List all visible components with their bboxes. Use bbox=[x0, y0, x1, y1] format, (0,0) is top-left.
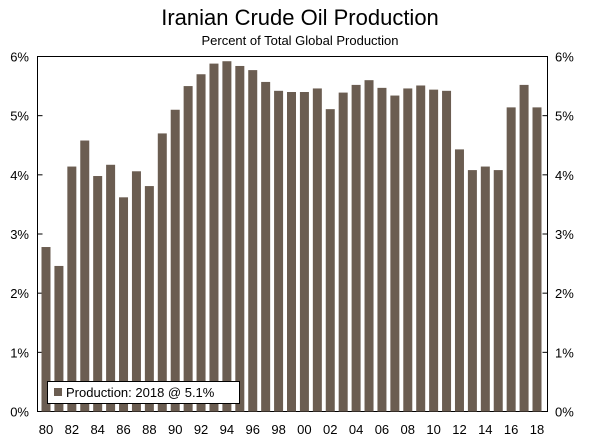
y-tick-label-left: 6% bbox=[10, 50, 29, 65]
x-tick-label: 96 bbox=[246, 422, 260, 437]
legend-label: Production: 2018 @ 5.1% bbox=[66, 385, 215, 400]
bar-00 bbox=[299, 92, 309, 412]
bar-99 bbox=[287, 92, 296, 412]
bar-04 bbox=[351, 84, 361, 412]
bar-15 bbox=[493, 170, 503, 412]
bar-12 bbox=[454, 149, 464, 412]
bar-05 bbox=[364, 80, 374, 412]
y-tick-label-left: 2% bbox=[10, 286, 29, 301]
x-tick-label: 08 bbox=[401, 422, 415, 437]
y-tick-label-left: 1% bbox=[10, 345, 29, 360]
x-tick-label: 98 bbox=[271, 422, 285, 437]
x-tick-label: 84 bbox=[90, 422, 104, 437]
legend-swatch bbox=[54, 388, 62, 396]
x-tick-label: 16 bbox=[504, 422, 518, 437]
chart-title: Iranian Crude Oil Production bbox=[161, 5, 439, 30]
y-tick-label-left: 5% bbox=[10, 109, 29, 124]
x-tick-label: 04 bbox=[349, 422, 363, 437]
bar-80 bbox=[41, 247, 51, 412]
y-tick-label-left: 0% bbox=[10, 405, 29, 420]
x-tick-label: 80 bbox=[39, 422, 53, 437]
x-tick-label: 14 bbox=[478, 422, 492, 437]
bar-03 bbox=[338, 92, 348, 412]
x-tick-label: 00 bbox=[297, 422, 311, 437]
y-axis-left: 0% 1% 2% 3% 4% 5% 6% bbox=[10, 50, 43, 420]
bar-07 bbox=[390, 95, 400, 412]
legend: Production: 2018 @ 5.1% bbox=[47, 381, 240, 404]
bar-81 bbox=[54, 265, 64, 412]
x-tick-label: 82 bbox=[65, 422, 79, 437]
bar-93 bbox=[209, 63, 219, 412]
bar-11 bbox=[442, 90, 452, 412]
bar-06 bbox=[377, 87, 387, 412]
bar-84 bbox=[93, 176, 103, 412]
bar-95 bbox=[235, 65, 245, 412]
x-axis: 80 82 84 86 88 90 92 94 96 98 00 02 04 06 08 10 12 14 16 18 bbox=[39, 422, 544, 437]
bars bbox=[41, 61, 542, 412]
bar-17 bbox=[519, 84, 529, 412]
y-tick-label-left: 3% bbox=[10, 227, 29, 242]
bar-02 bbox=[325, 109, 335, 412]
bar-86 bbox=[119, 197, 129, 412]
y-tick-label-left: 4% bbox=[10, 168, 29, 183]
bar-16 bbox=[506, 107, 516, 412]
bar-10 bbox=[429, 89, 439, 412]
bar-83 bbox=[80, 140, 90, 412]
y-tick-label-right: 0% bbox=[555, 405, 574, 420]
bar-01 bbox=[312, 88, 322, 412]
legend-box bbox=[47, 381, 240, 404]
y-tick-label-right: 5% bbox=[555, 109, 574, 124]
x-tick-label: 88 bbox=[142, 422, 156, 437]
y-tick-label-right: 2% bbox=[555, 286, 574, 301]
bar-14 bbox=[480, 166, 490, 412]
y-tick-label-right: 3% bbox=[555, 227, 574, 242]
x-tick-label: 02 bbox=[323, 422, 337, 437]
bar-89 bbox=[157, 133, 167, 412]
x-tick-label: 12 bbox=[452, 422, 466, 437]
bar-91 bbox=[183, 86, 193, 412]
bar-13 bbox=[467, 170, 477, 412]
bar-87 bbox=[131, 171, 141, 412]
y-tick-label-right: 1% bbox=[555, 345, 574, 360]
bar-92 bbox=[196, 74, 206, 412]
y-tick-label-right: 4% bbox=[555, 168, 574, 183]
x-tick-label: 10 bbox=[426, 422, 440, 437]
bar-85 bbox=[106, 164, 116, 412]
y-tick-label-right: 6% bbox=[555, 50, 574, 65]
x-tick-label: 06 bbox=[375, 422, 389, 437]
y-axis-right: 0% 1% 2% 3% 4% 5% 6% bbox=[542, 50, 574, 420]
x-tick-label: 86 bbox=[116, 422, 130, 437]
bar-90 bbox=[170, 109, 180, 412]
bar-18 bbox=[532, 107, 542, 412]
x-tick-label: 94 bbox=[220, 422, 234, 437]
bar-09 bbox=[416, 85, 426, 412]
bar-94 bbox=[222, 61, 232, 412]
chart-subtitle: Percent of Total Global Production bbox=[201, 33, 399, 48]
bar-96 bbox=[248, 70, 258, 412]
bar-08 bbox=[403, 88, 413, 412]
bar-82 bbox=[67, 166, 77, 412]
x-tick-label: 92 bbox=[194, 422, 208, 437]
x-tick-label: 90 bbox=[168, 422, 182, 437]
x-tick-label: 18 bbox=[530, 422, 544, 437]
bar-88 bbox=[144, 186, 154, 412]
bar-97 bbox=[261, 81, 271, 412]
bar-98 bbox=[274, 90, 284, 412]
